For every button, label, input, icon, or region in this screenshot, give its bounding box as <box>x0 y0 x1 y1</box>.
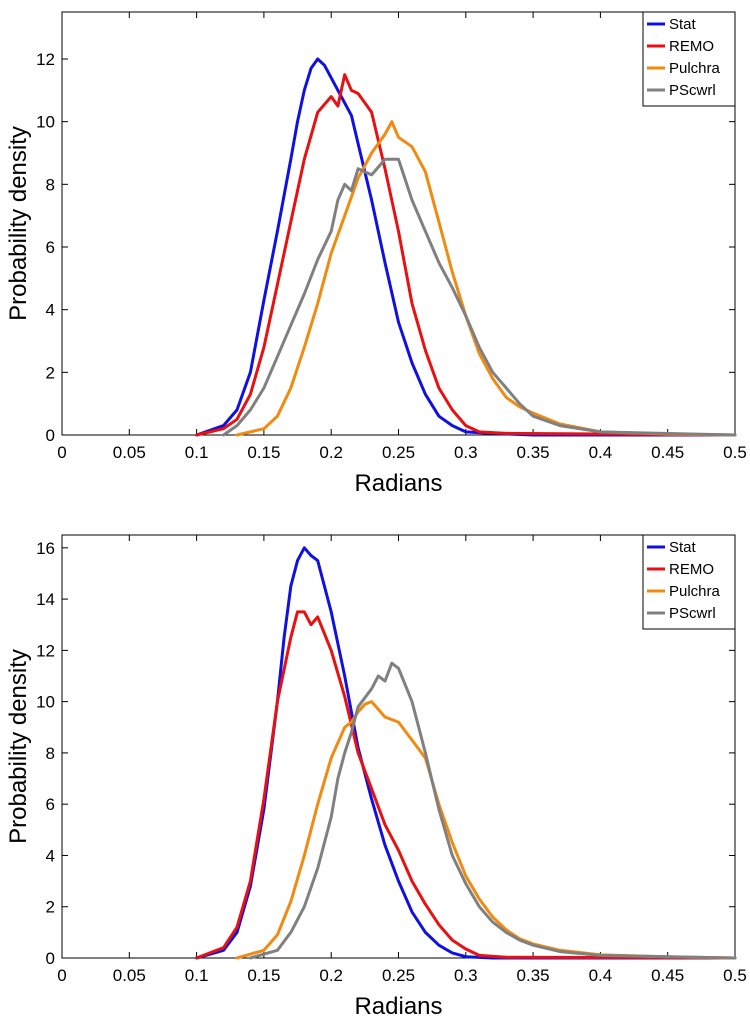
x-tick-label: 0.4 <box>589 443 613 462</box>
series-line-remo <box>195 73 737 437</box>
x-tick-label: 0.05 <box>113 966 146 985</box>
x-tick-label: 0.25 <box>382 966 415 985</box>
x-tick-label: 0.1 <box>185 966 209 985</box>
series-line-remo <box>195 610 737 960</box>
y-tick-label: 6 <box>46 238 55 257</box>
x-tick-label: 0 <box>57 966 66 985</box>
x-tick-label: 0.2 <box>319 443 343 462</box>
y-tick-label: 12 <box>36 50 55 69</box>
x-axis-label: Radians <box>354 470 442 497</box>
y-tick-label: 10 <box>36 113 55 132</box>
top-chart-panel: 0 0.05 0.1 0.15 0.2 0.25 0.3 0.35 0.4 0.45 0.5 0 2 4 6… <box>5 11 747 497</box>
y-tick-label: 0 <box>46 949 55 968</box>
x-tick-label: 0.45 <box>651 966 684 985</box>
series-line-pscwrl <box>222 157 737 437</box>
legend-label-remo: REMO <box>669 561 714 578</box>
y-tick-label: 4 <box>46 846 55 865</box>
x-tick-label: 0.15 <box>247 443 280 462</box>
x-tick-label: 0.4 <box>589 966 613 985</box>
y-tick-label: 8 <box>46 175 55 194</box>
y-tick-label: 6 <box>46 795 55 814</box>
y-tick-label: 0 <box>46 426 55 445</box>
x-axis-label: Radians <box>354 993 442 1020</box>
y-tick-label: 2 <box>46 898 55 917</box>
x-tick-label: 0.45 <box>651 443 684 462</box>
y-tick-label: 2 <box>46 363 55 382</box>
y-axis-label: Probability density <box>5 126 32 321</box>
x-tick-label: 0.35 <box>517 443 550 462</box>
legend-label-pscwrl: PScwrl <box>669 82 716 99</box>
y-axis-label: Probability density <box>5 649 32 844</box>
x-tick-label: 0.05 <box>113 443 146 462</box>
x-tick-label: 0.1 <box>185 443 209 462</box>
legend-label-stat: Stat <box>669 16 697 33</box>
bottom-chart-panel: 0 0.05 0.1 0.15 0.2 0.25 0.3 0.35 0.4 0.45 0.5 0 2 4 6… <box>5 534 747 1020</box>
legend-label-pscwrl: PScwrl <box>669 605 716 622</box>
y-tick-label: 16 <box>36 539 55 558</box>
x-tick-label: 0.5 <box>723 966 747 985</box>
x-tick-label: 0.35 <box>517 966 550 985</box>
legend-label-pulchra: Pulchra <box>669 60 721 77</box>
legend: Stat REMO Pulchra PScwrl <box>642 11 736 107</box>
plot-frame <box>61 534 736 959</box>
x-tick-label: 0.15 <box>247 966 280 985</box>
y-tick-label: 10 <box>36 693 55 712</box>
legend-label-pulchra: Pulchra <box>669 583 721 600</box>
series-line-stat <box>195 546 737 960</box>
y-tick-label: 4 <box>46 301 55 320</box>
x-tick-label: 0.25 <box>382 443 415 462</box>
x-tick-label: 0 <box>57 443 66 462</box>
x-tick-label: 0.3 <box>454 443 478 462</box>
legend-label-remo: REMO <box>669 38 714 55</box>
series-line-pscwrl <box>248 661 737 960</box>
y-tick-label: 8 <box>46 744 55 763</box>
legend: Stat REMO Pulchra PScwrl <box>642 534 736 630</box>
legend-label-stat: Stat <box>669 539 697 556</box>
x-tick-label: 0.5 <box>723 443 747 462</box>
y-tick-label: 14 <box>36 590 55 609</box>
x-tick-label: 0.2 <box>319 966 343 985</box>
y-tick-label: 12 <box>36 641 55 660</box>
plot-frame <box>61 11 736 436</box>
x-tick-label: 0.3 <box>454 966 478 985</box>
